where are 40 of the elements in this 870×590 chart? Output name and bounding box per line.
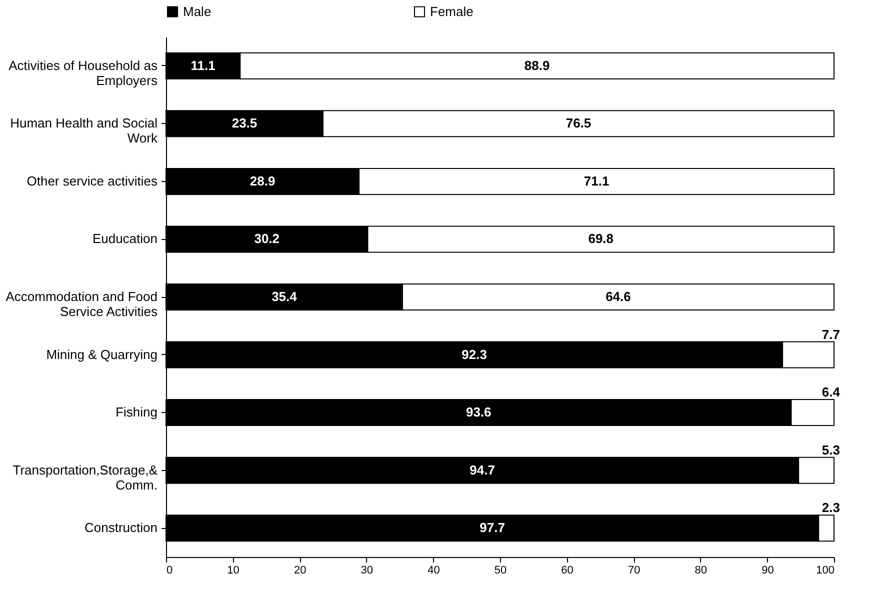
- legend-label: Female: [430, 4, 474, 19]
- data-label: 28.9: [250, 173, 276, 188]
- y-tick-label: Transportation,Storage,& Comm.: [12, 462, 158, 492]
- data-label: 94.7: [470, 462, 495, 478]
- data-label: 6.4: [822, 384, 841, 400]
- x-tick-label: 60: [561, 564, 574, 576]
- data-label: 88.9: [524, 58, 550, 73]
- data-label: 7.7: [822, 326, 840, 342]
- y-tick-label: Mining & Quarrying: [46, 346, 158, 362]
- data-label: 2.3: [822, 500, 840, 516]
- legend-label: Male: [183, 4, 212, 19]
- y-tick-label: Other service activities: [26, 173, 158, 188]
- data-label: 97.7: [480, 520, 505, 536]
- y-tick-label: Activities of Household as Employers: [8, 58, 158, 88]
- y-tick-label: Fishing: [116, 404, 158, 420]
- x-tick-label: 30: [360, 564, 374, 576]
- y-tick-label: Accommodation and Food Service Activities: [6, 289, 158, 319]
- x-tick-label: 80: [694, 564, 708, 576]
- x-tick-label: 10: [227, 564, 240, 576]
- x-tick-label: 40: [428, 564, 440, 576]
- data-label: 71.1: [584, 173, 610, 188]
- data-label: 69.8: [588, 231, 614, 246]
- data-label: 64.6: [606, 289, 631, 304]
- data-label: 30.2: [254, 231, 280, 246]
- x-tick-label: 70: [628, 564, 640, 576]
- y-tick-label: Euducation: [92, 231, 158, 246]
- x-tick-label: 100: [816, 564, 834, 576]
- data-label: 76.5: [566, 116, 592, 131]
- x-tick-label: 20: [294, 564, 306, 576]
- y-tick-label: Construction: [84, 520, 158, 536]
- data-label: 92.3: [462, 346, 487, 362]
- data-label: 35.4: [272, 289, 298, 304]
- data-label: 11.1: [190, 58, 216, 73]
- x-tick-label: 50: [494, 564, 507, 576]
- x-tick-label: 90: [762, 564, 774, 576]
- data-label: 93.6: [466, 404, 492, 420]
- data-label: 5.3: [822, 442, 840, 458]
- x-tick-label: 0: [166, 564, 173, 576]
- y-tick-label: Human Health and Social Work: [10, 116, 158, 146]
- data-label: 23.5: [232, 116, 258, 131]
